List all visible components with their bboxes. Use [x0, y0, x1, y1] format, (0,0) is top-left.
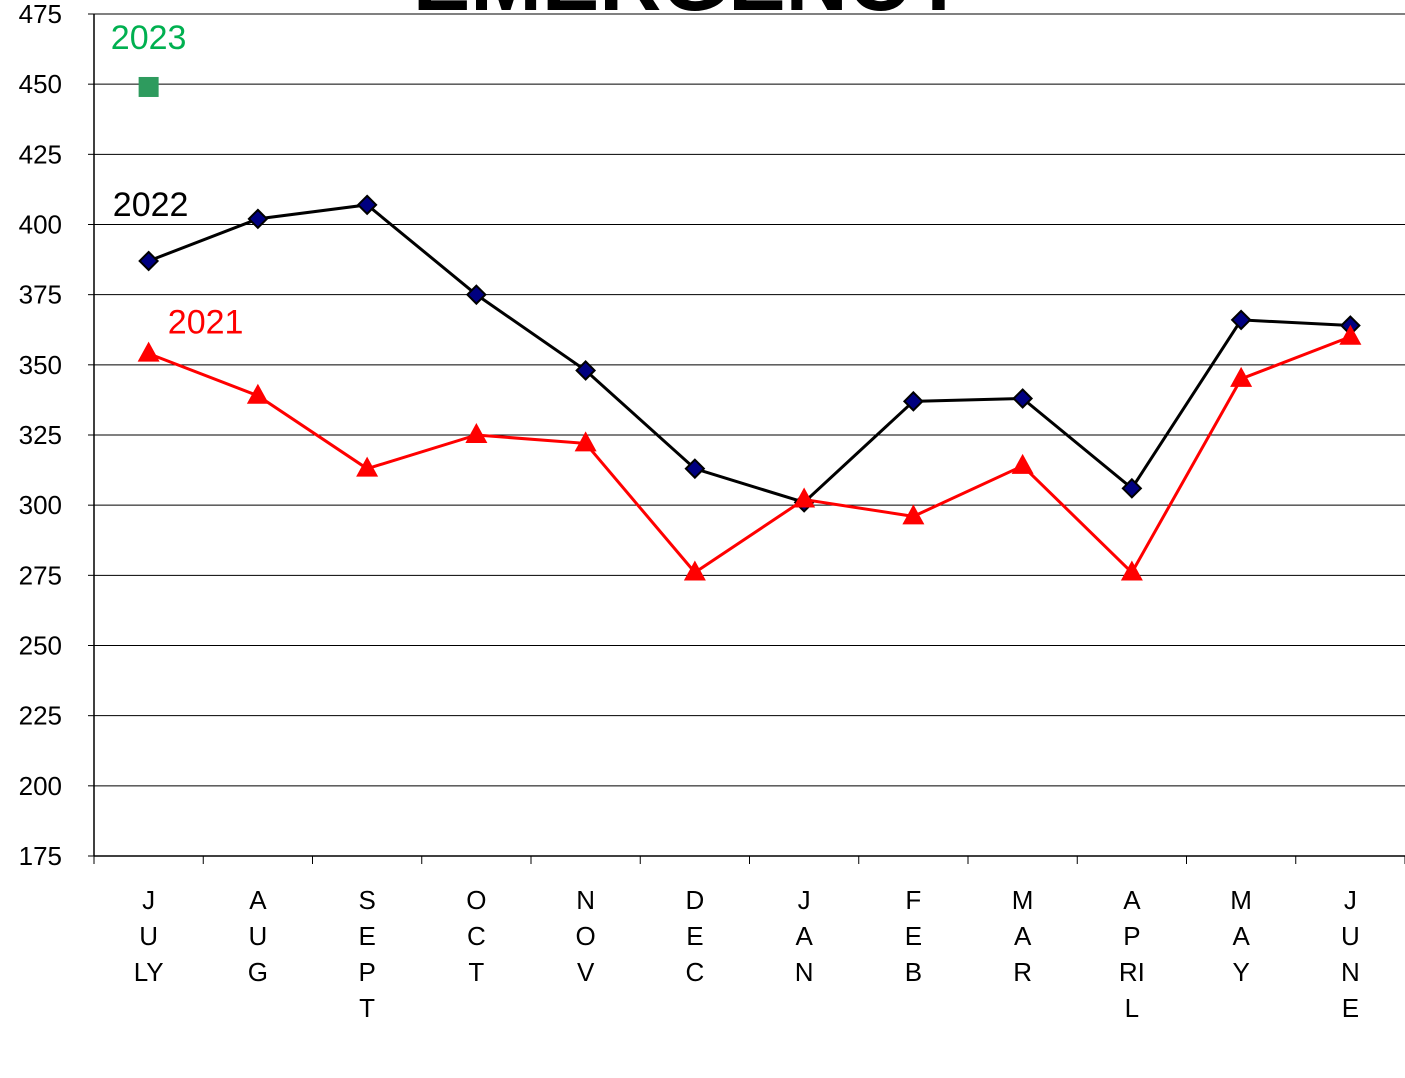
y-tick-label: 275: [19, 560, 62, 590]
y-tick-label: 250: [19, 631, 62, 661]
marker: [1120, 560, 1143, 581]
marker: [575, 360, 597, 381]
x-tick-label: JULY: [133, 885, 164, 987]
x-tick-label: SEPT: [358, 885, 376, 1023]
x-tick-label: NOV: [575, 885, 596, 987]
y-tick-label: 450: [19, 69, 62, 99]
x-tick-label: OCT: [466, 885, 487, 987]
marker: [902, 390, 924, 412]
marker: [574, 431, 597, 452]
marker: [684, 458, 706, 480]
marker: [1012, 388, 1034, 409]
marker: [1011, 453, 1034, 474]
x-tick-label: APRIL: [1118, 885, 1145, 1023]
marker: [1230, 366, 1253, 387]
marker: [137, 341, 160, 362]
marker: [793, 487, 816, 508]
y-tick-label: 475: [19, 0, 62, 29]
series-line: [148, 335, 1351, 575]
marker: [902, 504, 925, 525]
y-tick-label: 375: [19, 280, 62, 310]
x-tick-label: JAN: [794, 885, 814, 987]
series-label: 2021: [168, 304, 244, 342]
marker: [356, 456, 379, 477]
marker: [1121, 477, 1143, 499]
y-tick-label: 400: [19, 210, 62, 240]
marker: [1230, 309, 1252, 331]
series-line: [148, 203, 1351, 505]
marker: [465, 284, 487, 306]
y-tick-label: 425: [19, 139, 62, 169]
marker: [246, 383, 269, 404]
x-tick-label: DEC: [685, 885, 705, 987]
marker: [465, 423, 488, 443]
x-tick-label: MAR: [1011, 885, 1034, 987]
marker: [683, 560, 706, 581]
y-tick-label: 225: [19, 701, 62, 731]
x-tick-label: MAY: [1230, 885, 1252, 987]
marker: [138, 76, 159, 97]
y-tick-label: 200: [19, 771, 62, 801]
marker: [138, 250, 160, 272]
marker: [356, 194, 378, 216]
y-tick-label: 350: [19, 350, 62, 380]
x-tick-label: FEB: [904, 885, 923, 987]
x-tick-label: AUG: [247, 885, 268, 987]
x-tick-label: JUNE: [1340, 885, 1360, 1023]
series-label: 2023: [111, 19, 187, 57]
y-tick-label: 325: [19, 420, 62, 450]
y-tick-label: 300: [19, 490, 62, 520]
y-tick-label: 175: [19, 841, 62, 871]
series-label: 2022: [113, 186, 189, 224]
marker: [247, 208, 269, 230]
marker: [1339, 324, 1362, 345]
